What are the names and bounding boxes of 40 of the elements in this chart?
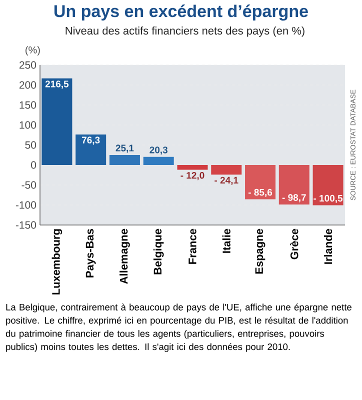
y-tick-label: 150	[20, 101, 36, 109]
data-label: 216,5	[45, 80, 69, 89]
x-tick-label: Belgique	[153, 228, 164, 274]
bar	[109, 154, 140, 166]
data-label: 20,3	[150, 146, 168, 155]
y-tick-label: 50	[25, 141, 36, 149]
bar	[42, 78, 72, 166]
y-tick-label: -100	[16, 201, 36, 209]
data-label: 76,3	[82, 136, 100, 145]
y-tick-label: 250	[19, 61, 36, 69]
y-axis-title: (%)	[26, 46, 40, 56]
data-label: 25,1	[116, 144, 134, 153]
x-tick-label: Luxembourg	[52, 229, 62, 294]
data-label: - 98,7	[282, 194, 306, 202]
data-label: - 100,5	[314, 194, 343, 204]
x-tick-label: Irlande	[324, 228, 332, 264]
x-tick-label: Espagne	[255, 228, 266, 274]
bar	[76, 134, 106, 166]
data-label: - 12,0	[180, 172, 204, 180]
x-tick-label: France	[188, 228, 196, 264]
bar	[143, 156, 174, 166]
chart-title: Un pays en excédent d’épargne	[54, 4, 308, 21]
bar	[211, 165, 242, 175]
text: La Belgique, contrairement à beaucoup de pays de l'UE, affiche une épargne nette positive. Le chiffre, exprimé ici en pourcentage du PIB, est le résultat de l'addition du patrimoine financier de tous les agents (particuliers, entreprises, pouvoirs publics) moins toutes les dettes. Il s'agit ici des données pour 2010.	[6, 304, 352, 352]
bar	[177, 165, 208, 170]
y-tick-label: -50	[22, 181, 36, 189]
x-tick-label: Allemagne	[120, 228, 130, 284]
y-tick-label: 0	[31, 161, 36, 169]
bar	[245, 165, 276, 200]
bar	[312, 165, 344, 206]
data-label: - 24,1	[214, 176, 238, 185]
x-tick-label: Grèce	[290, 228, 298, 260]
y-tick-label: -150	[16, 221, 36, 229]
data-label: - 85,6	[248, 188, 272, 198]
y-tick-label: 200	[19, 81, 36, 89]
x-tick-label: Pays-Bas	[86, 228, 96, 278]
chart-subtitle: Niveau des actifs financiers nets des pays (en %)	[66, 26, 304, 37]
y-tick-label: 100	[20, 121, 36, 129]
bar	[278, 165, 310, 204]
x-tick-label: Italie	[222, 228, 230, 253]
